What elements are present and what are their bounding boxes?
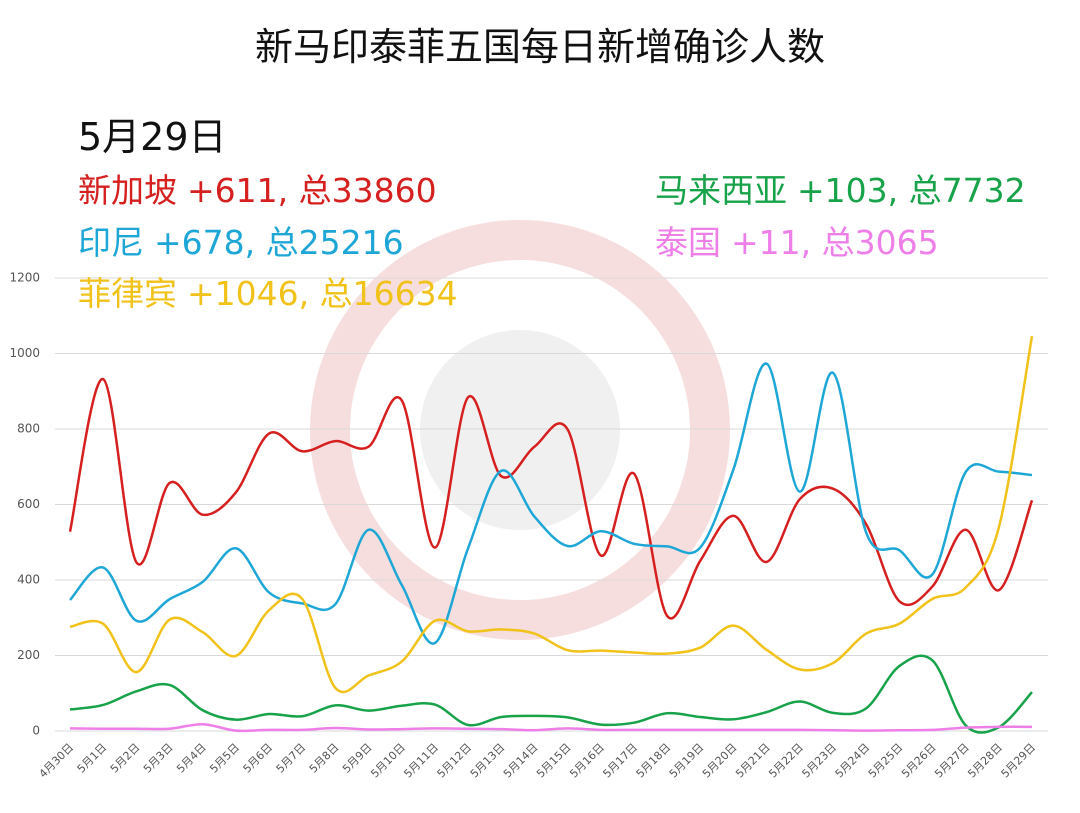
legend-entry: 印尼 +678, 总25216: [78, 223, 404, 262]
x-tick-label: 5月26日: [899, 741, 939, 781]
y-tick-label: 0: [32, 724, 40, 738]
series-line: [69, 654, 1033, 734]
legend-entry: 菲律宾 +1046, 总16634: [78, 274, 458, 313]
legend-entry: 马来西亚 +103, 总7732: [655, 171, 1026, 210]
y-tick-label: 1200: [9, 271, 40, 285]
x-tick-label: 5月4日: [174, 741, 209, 776]
chart-subtitle: 5月29日: [78, 115, 227, 159]
x-tick-label: 5月2日: [108, 741, 143, 776]
y-tick-label: 400: [17, 573, 40, 587]
x-tick-label: 5月22日: [766, 741, 806, 781]
legend-summary: +678, 总25216: [154, 223, 404, 262]
x-tick-label: 5月11日: [401, 741, 441, 781]
x-tick-label: 5月7日: [274, 741, 309, 776]
x-tick-label: 5月1日: [75, 741, 110, 776]
legend-entry: 新加坡 +611, 总33860: [78, 171, 437, 210]
y-tick-label: 1000: [9, 346, 40, 360]
x-tick-label: 5月21日: [733, 741, 773, 781]
legend-name: 马来西亚: [655, 171, 787, 210]
x-tick-label: 5月25日: [866, 741, 906, 781]
legend-name: 印尼: [78, 223, 144, 262]
legend-name: 新加坡: [78, 171, 177, 210]
legend-name: 菲律宾: [78, 274, 177, 313]
x-tick-label: 5月27日: [932, 741, 972, 781]
x-tick-label: 5月6日: [241, 741, 276, 776]
x-tick-label: 5月16日: [567, 741, 607, 781]
legend-summary: +11, 总3065: [731, 223, 939, 262]
series-line: [68, 377, 1034, 620]
x-tick-label: 5月3日: [141, 741, 176, 776]
x-tick-label: 5月5日: [207, 741, 242, 776]
x-tick-label: 5月17日: [600, 741, 640, 781]
series-line: [69, 335, 1034, 694]
legend-summary: +611, 总33860: [187, 171, 437, 210]
x-tick-label: 4月30日: [37, 741, 77, 781]
series-line: [69, 722, 1033, 733]
legend-summary: +103, 总7732: [797, 171, 1026, 210]
y-tick-label: 200: [17, 648, 40, 662]
x-tick-label: 5月13日: [468, 741, 508, 781]
x-tick-label: 5月23日: [799, 741, 839, 781]
x-tick-label: 5月8日: [307, 741, 342, 776]
x-tick-label: 5月20日: [700, 741, 740, 781]
x-tick-label: 5月14日: [501, 741, 541, 781]
x-tick-label: 5月29日: [999, 741, 1039, 781]
y-tick-label: 800: [17, 422, 40, 436]
watermark-logo-center: [420, 330, 620, 530]
y-tick-label: 600: [17, 497, 40, 511]
x-tick-label: 5月28日: [965, 741, 1005, 781]
x-tick-label: 5月12日: [435, 741, 475, 781]
watermark-logo: [310, 220, 730, 640]
chart-title: 新马印泰菲五国每日新增确诊人数: [255, 25, 825, 69]
x-tick-label: 5月24日: [833, 741, 873, 781]
legend-summary: +1046, 总16634: [187, 274, 458, 313]
x-tick-label: 5月19日: [667, 741, 707, 781]
legend-name: 泰国: [655, 223, 721, 262]
legend-entry: 泰国 +11, 总3065: [655, 223, 939, 262]
x-tick-label: 5月15日: [534, 741, 574, 781]
series-line: [69, 362, 1033, 645]
x-tick-label: 5月18日: [634, 741, 674, 781]
x-tick-label: 5月10日: [368, 741, 408, 781]
